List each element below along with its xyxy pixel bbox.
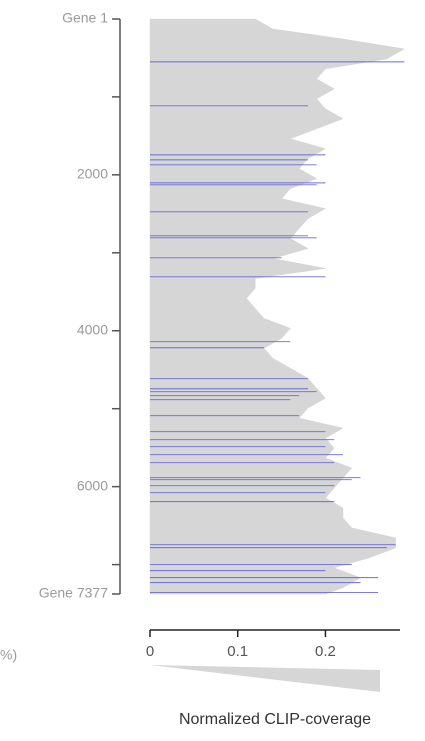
coverage-area — [149, 18, 406, 595]
y-tick-label: 2000 — [77, 166, 108, 182]
side-note: %) — [0, 647, 17, 663]
x-tick-label: 0 — [146, 643, 154, 660]
y-tick-label: 4000 — [77, 321, 108, 337]
x-tick-label: 0.2 — [315, 643, 336, 660]
x-tick-label: 0.1 — [227, 643, 248, 660]
y-tick-label: 6000 — [77, 477, 108, 493]
x-axis-label: Normalized CLIP-coverage — [179, 711, 371, 728]
y-tick-label: Gene 7377 — [39, 585, 108, 601]
coverage-wedge — [150, 665, 380, 692]
y-tick-label: Gene 1 — [62, 10, 108, 26]
